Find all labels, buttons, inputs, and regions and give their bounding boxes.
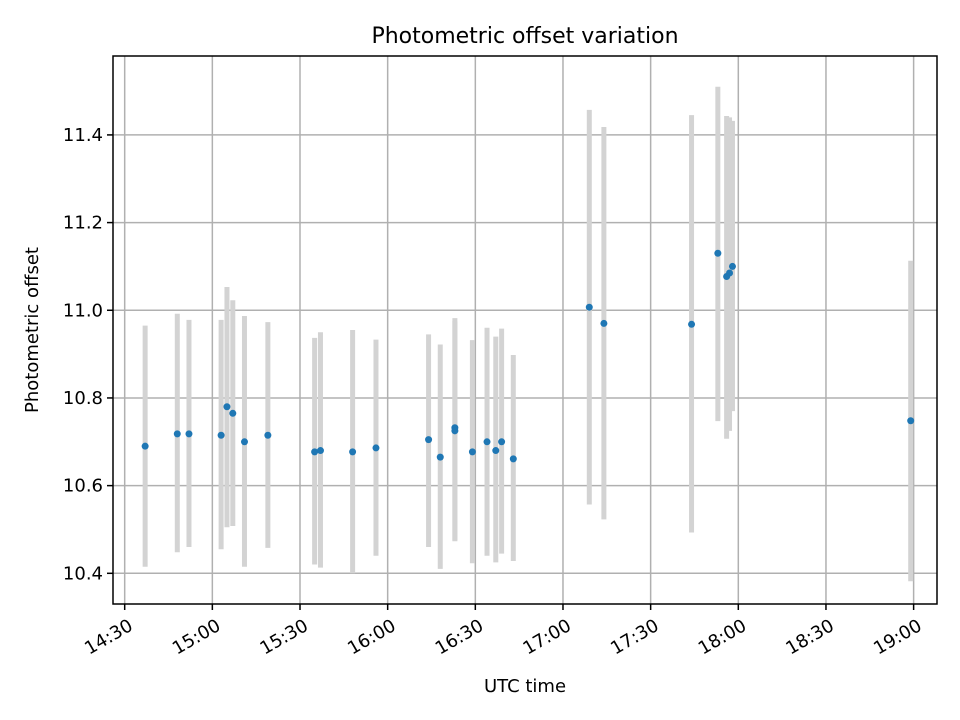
data-point bbox=[264, 431, 272, 439]
x-tick-label: 15:30 bbox=[256, 615, 311, 659]
x-axis-ticks: 14:30 15:00 15:30 16:00 16:30 17:00 17:30 18:00… bbox=[81, 604, 926, 659]
y-tick-label: 10.6 bbox=[63, 476, 103, 497]
data-point bbox=[451, 427, 459, 435]
x-tick-label: 18:30 bbox=[782, 615, 837, 659]
data-point bbox=[468, 448, 476, 456]
data-point bbox=[141, 442, 149, 450]
x-tick-label: 18:00 bbox=[695, 615, 750, 659]
x-tick-label: 15:00 bbox=[169, 615, 224, 659]
plot-frame bbox=[112, 55, 938, 605]
y-axis-ticks: 10.4 10.6 10.8 11.0 11.2 11.4 bbox=[63, 125, 113, 584]
grid-lines bbox=[113, 56, 937, 604]
x-tick-label: 19:00 bbox=[870, 615, 925, 659]
y-axis-label: Photometric offset bbox=[22, 247, 43, 413]
data-point bbox=[316, 447, 324, 455]
x-axis-label: UTC time bbox=[484, 676, 566, 697]
data-point bbox=[425, 436, 433, 444]
data-point bbox=[498, 438, 506, 446]
chart-title: Photometric offset variation bbox=[371, 24, 678, 49]
y-tick-label: 10.4 bbox=[63, 563, 103, 584]
data-point bbox=[714, 249, 722, 257]
x-tick-label: 16:30 bbox=[432, 615, 487, 659]
data-point bbox=[436, 453, 444, 461]
data-point bbox=[728, 262, 736, 270]
data-point bbox=[173, 430, 181, 438]
data-points bbox=[141, 249, 915, 463]
data-point bbox=[229, 409, 237, 417]
data-point bbox=[349, 448, 357, 456]
data-point bbox=[726, 269, 734, 277]
x-tick-label: 14:30 bbox=[81, 615, 136, 659]
data-point bbox=[907, 417, 915, 425]
y-tick-label: 11.0 bbox=[63, 300, 103, 321]
data-point bbox=[185, 430, 193, 438]
data-point bbox=[223, 403, 231, 411]
y-tick-label: 11.4 bbox=[63, 125, 103, 146]
x-tick-label: 17:00 bbox=[519, 615, 574, 659]
data-point bbox=[483, 438, 491, 446]
x-tick-label: 17:30 bbox=[607, 615, 662, 659]
x-tick-label: 16:00 bbox=[344, 615, 399, 659]
data-point bbox=[509, 455, 517, 463]
data-point bbox=[372, 444, 380, 452]
data-point bbox=[688, 320, 696, 328]
y-tick-label: 10.8 bbox=[63, 388, 103, 409]
error-bars bbox=[142, 86, 914, 582]
data-point bbox=[217, 431, 225, 439]
data-point bbox=[600, 319, 608, 327]
data-point bbox=[492, 447, 500, 455]
data-point bbox=[585, 303, 593, 311]
y-tick-label: 11.2 bbox=[63, 213, 103, 234]
data-point bbox=[311, 448, 319, 456]
data-point bbox=[240, 438, 248, 446]
